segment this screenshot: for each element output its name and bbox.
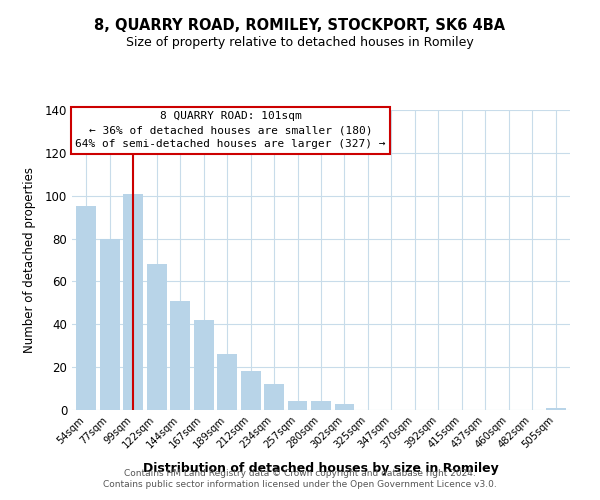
Bar bbox=[194, 320, 214, 410]
Bar bbox=[146, 264, 167, 410]
Bar bbox=[217, 354, 237, 410]
Text: 8, QUARRY ROAD, ROMILEY, STOCKPORT, SK6 4BA: 8, QUARRY ROAD, ROMILEY, STOCKPORT, SK6 … bbox=[94, 18, 506, 32]
Bar bbox=[311, 402, 331, 410]
Bar bbox=[546, 408, 566, 410]
Bar bbox=[100, 238, 119, 410]
Bar bbox=[287, 402, 307, 410]
Bar bbox=[170, 300, 190, 410]
Bar bbox=[76, 206, 96, 410]
Text: Contains HM Land Registry data © Crown copyright and database right 2024.: Contains HM Land Registry data © Crown c… bbox=[124, 468, 476, 477]
Bar bbox=[264, 384, 284, 410]
Y-axis label: Number of detached properties: Number of detached properties bbox=[23, 167, 37, 353]
Bar bbox=[335, 404, 355, 410]
Text: Size of property relative to detached houses in Romiley: Size of property relative to detached ho… bbox=[126, 36, 474, 49]
X-axis label: Distribution of detached houses by size in Romiley: Distribution of detached houses by size … bbox=[143, 462, 499, 474]
Text: Contains public sector information licensed under the Open Government Licence v3: Contains public sector information licen… bbox=[103, 480, 497, 489]
Text: 8 QUARRY ROAD: 101sqm
← 36% of detached houses are smaller (180)
64% of semi-det: 8 QUARRY ROAD: 101sqm ← 36% of detached … bbox=[76, 111, 386, 149]
Bar bbox=[241, 372, 260, 410]
Bar bbox=[123, 194, 143, 410]
